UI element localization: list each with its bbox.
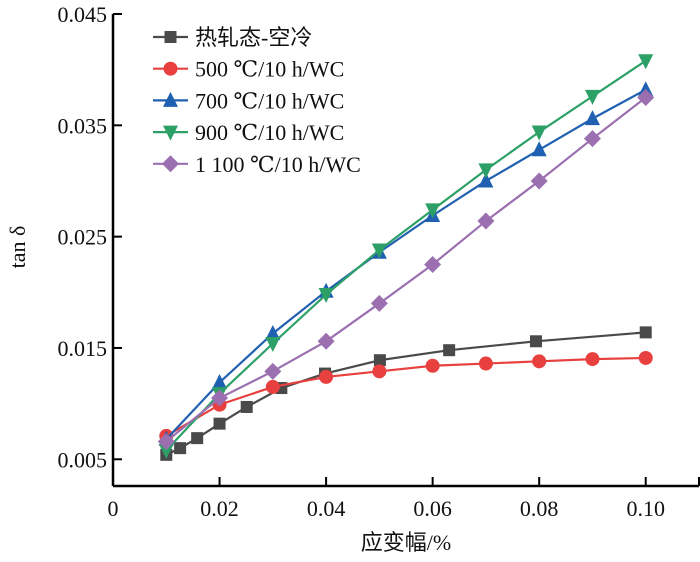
data-point [240,400,253,413]
data-point [318,288,334,304]
x-tick-label: 0.02 [200,496,239,521]
data-point [532,354,547,369]
data-point [319,369,334,384]
series-line [165,59,647,452]
data-point [531,141,547,157]
data-point [373,354,386,367]
legend-item: 700 ℃/10 h/WC [153,88,344,113]
data-point [529,335,542,348]
series-0 [160,326,652,461]
data-point [530,172,548,190]
data-point [585,352,600,367]
series-3 [158,54,654,459]
data-point [478,356,493,371]
data-point [158,443,174,459]
legend-marker [162,155,179,173]
x-tick-label: 0.04 [307,496,346,521]
x-axis-label: 应变幅/% [361,530,451,555]
data-point [211,389,229,407]
x-tick-label: 0.08 [520,496,559,521]
legend-label: 900 ℃/10 h/WC [195,120,344,145]
data-point [478,163,494,179]
data-point [584,110,600,126]
data-point [477,212,495,230]
data-point [531,125,547,141]
data-point [265,324,281,340]
legend-marker [163,61,178,76]
y-axis-label: tan δ [5,226,30,269]
series-1 [159,350,653,443]
legend-label: 500 ℃/10 h/WC [195,57,344,82]
data-point [639,326,652,339]
series-4 [157,88,655,450]
data-point [425,203,441,219]
data-point [443,344,456,357]
series-line [165,356,646,437]
data-point [372,364,387,379]
y-tick-label: 0.035 [58,113,108,138]
legend-label: 1 100 ℃/10 h/WC [195,152,361,177]
x-tick-label: 0.06 [413,496,452,521]
legend: 热轧态-空冷 500 ℃/10 h/WC 700 ℃/10 h/WC 900 ℃/10… [153,25,361,177]
data-point [265,379,280,394]
data-point [370,294,388,312]
data-point [584,89,600,105]
legend-marker [163,125,178,141]
series-line [165,88,647,440]
data-point [317,332,335,350]
y-tick-label: 0.025 [58,225,108,250]
data-point [638,54,654,70]
data-point [638,350,653,365]
legend-marker [164,31,177,43]
y-tick-label: 0.045 [58,2,108,27]
data-point [191,432,204,445]
series-line [165,96,647,443]
data-point [213,417,226,430]
data-point [638,81,654,97]
data-point [212,373,228,389]
data-point [157,432,175,450]
data-point [478,172,494,188]
y-tick-label: 0.015 [58,336,108,361]
data-point [583,130,601,148]
data-point [264,362,282,380]
legend-item: 900 ℃/10 h/WC [153,120,344,145]
series-layer [157,54,655,461]
legend-label: 700 ℃/10 h/WC [195,88,344,113]
data-point [424,255,442,273]
data-point [174,442,187,455]
data-point [371,243,387,259]
data-point [637,88,655,106]
legend-item: 500 ℃/10 h/WC [153,57,344,82]
y-tick-label: 0.005 [58,447,108,472]
data-point [265,337,281,353]
data-point [425,358,440,373]
x-tick-label: 0 [108,496,119,521]
axes: 0 0.02 0.04 0.06 0.08 0.10 0.005 0.015 0.025 0.03… [58,2,700,521]
legend-item: 热轧态-空冷 [153,25,312,50]
series-line [165,331,646,456]
legend-item: 1 100 ℃/10 h/WC [153,152,361,177]
legend-marker [163,91,178,107]
legend-label: 热轧态-空冷 [195,25,312,50]
x-tick-label: 0.10 [626,496,665,521]
